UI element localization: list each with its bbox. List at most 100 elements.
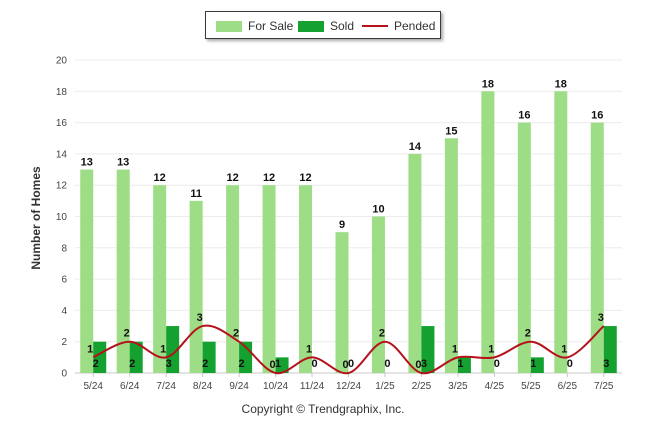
legend-label-sold: Sold (330, 19, 355, 33)
y-tick-label: 8 (61, 243, 67, 254)
bar-for-sale (444, 138, 458, 373)
bar-for-sale (116, 169, 130, 373)
bar-sold (457, 357, 471, 373)
x-tick-label: 4/25 (485, 381, 505, 392)
bar-sold (129, 341, 143, 373)
bar-sold (93, 341, 107, 373)
bar-sold (166, 326, 180, 373)
legend-label-for-sale: For Sale (248, 19, 294, 33)
bar-for-sale (80, 169, 94, 373)
bar-for-sale (481, 91, 495, 374)
x-tick-label: 8/24 (193, 381, 213, 392)
x-tick-label: 7/25 (594, 381, 614, 392)
data-label-for-sale: 12 (299, 172, 311, 184)
bar-for-sale (189, 200, 203, 373)
data-label-pended: 1 (306, 343, 312, 355)
data-label-pended: 3 (598, 312, 604, 324)
line-pended (92, 324, 605, 375)
data-label-for-sale: 16 (518, 110, 530, 122)
data-label-for-sale: 18 (555, 78, 567, 90)
bar-sold (275, 357, 289, 373)
bar-sold (202, 341, 216, 373)
data-label-sold: 3 (166, 358, 172, 370)
data-label-pended: 0 (415, 359, 421, 371)
data-label-pended: 0 (342, 359, 348, 371)
data-label-for-sale: 15 (445, 125, 457, 137)
bar-sold (603, 326, 617, 373)
data-label-pended: 2 (124, 328, 130, 340)
data-label-sold: 0 (311, 358, 317, 370)
legend-label-pended: Pended (394, 19, 436, 33)
bar-for-sale (226, 185, 240, 373)
legend: For Sale Sold Pended (205, 11, 441, 39)
bar-sold (421, 326, 435, 373)
bar-for-sale (153, 185, 167, 373)
x-tick-label: 9/24 (229, 381, 249, 392)
legend-item-pended: Pended (362, 18, 435, 34)
bar-for-sale (590, 122, 604, 373)
data-label-sold: 1 (275, 358, 281, 370)
y-tick-label: 16 (56, 118, 68, 129)
bar-for-sale (262, 185, 276, 373)
y-tick-label: 2 (61, 337, 67, 348)
data-label-for-sale: 12 (226, 172, 238, 184)
bar-sold (530, 357, 544, 373)
bar-for-sale (299, 185, 313, 373)
data-label-for-sale: 12 (263, 172, 275, 184)
legend-item-sold: Sold (298, 18, 354, 34)
data-label-pended: 1 (160, 343, 166, 355)
data-label-pended: 3 (197, 312, 203, 324)
x-tick-label: 12/24 (336, 381, 361, 392)
data-label-sold: 0 (348, 358, 354, 370)
data-label-sold: 2 (239, 358, 245, 370)
data-label-sold: 3 (603, 358, 609, 370)
bar-for-sale (554, 91, 568, 374)
legend-swatch-pended (362, 25, 388, 27)
data-label-for-sale: 13 (81, 157, 93, 169)
data-label-pended: 1 (452, 343, 458, 355)
legend-swatch-for-sale (216, 20, 242, 32)
copyright-text: Copyright © Trendgraphix, Inc. (241, 402, 405, 416)
data-label-for-sale: 13 (117, 157, 129, 169)
data-label-for-sale: 9 (339, 219, 345, 231)
data-label-for-sale: 14 (409, 141, 422, 153)
data-label-sold: 3 (421, 358, 427, 370)
x-tick-label: 6/24 (120, 381, 140, 392)
y-tick-label: 14 (56, 149, 68, 160)
data-label-for-sale: 16 (591, 110, 603, 122)
data-label-pended: 2 (233, 328, 239, 340)
data-label-for-sale: 18 (482, 78, 494, 90)
y-axis-label: Number of Homes (29, 166, 43, 270)
x-tick-label: 3/25 (448, 381, 468, 392)
bar-for-sale (408, 153, 422, 373)
y-tick-label: 6 (61, 275, 67, 286)
data-label-sold: 1 (530, 358, 536, 370)
x-tick-label: 5/25 (521, 381, 541, 392)
legend-swatch-sold (298, 20, 324, 32)
data-label-sold: 0 (384, 358, 390, 370)
bar-for-sale (517, 122, 531, 373)
data-label-pended: 1 (87, 343, 93, 355)
bar-for-sale (371, 216, 385, 373)
x-tick-label: 10/24 (263, 381, 288, 392)
y-tick-label: 18 (56, 87, 68, 98)
data-label-pended: 2 (525, 328, 531, 340)
x-tick-label: 6/25 (558, 381, 578, 392)
x-tick-label: 2/25 (412, 381, 432, 392)
data-label-for-sale: 12 (154, 172, 166, 184)
bar-for-sale (335, 232, 349, 373)
data-label-sold: 1 (457, 358, 463, 370)
legend-item-for-sale: For Sale (216, 18, 293, 34)
x-tick-label: 11/24 (300, 381, 325, 392)
x-tick-label: 1/25 (375, 381, 395, 392)
data-label-sold: 2 (129, 358, 135, 370)
y-tick-label: 0 (61, 369, 67, 380)
x-tick-label: 7/24 (156, 381, 176, 392)
data-label-for-sale: 11 (190, 188, 202, 200)
data-label-for-sale: 10 (372, 204, 384, 216)
data-label-pended: 2 (379, 328, 385, 340)
x-tick-label: 5/24 (83, 381, 103, 392)
data-label-sold: 2 (93, 358, 99, 370)
y-tick-label: 10 (56, 212, 68, 223)
